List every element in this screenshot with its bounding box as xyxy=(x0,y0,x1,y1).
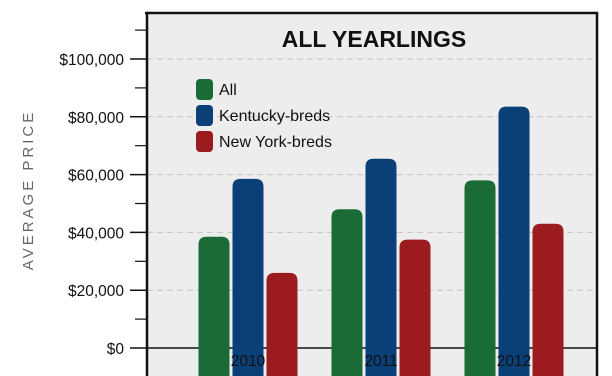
legend-swatch xyxy=(196,131,213,152)
legend-label: Kentucky-breds xyxy=(219,108,330,125)
y-tick-label: $40,000 xyxy=(68,225,124,242)
y-tick-label: $80,000 xyxy=(68,110,124,127)
x-axis-labels: 2010 2011 2012 xyxy=(231,353,531,370)
bar xyxy=(331,209,363,376)
y-tick-label: $60,000 xyxy=(68,168,124,185)
bar xyxy=(232,178,264,376)
bar xyxy=(198,236,230,376)
legend-swatch xyxy=(196,79,213,100)
x-tick-label: 2011 xyxy=(364,353,397,370)
bar xyxy=(365,158,397,376)
legend-swatch xyxy=(196,105,213,126)
bar xyxy=(399,239,431,376)
x-tick-label: 2010 xyxy=(231,353,266,370)
legend-label: New York-breds xyxy=(219,134,332,151)
legend: All Kentucky-breds New York-breds xyxy=(196,79,332,152)
chart-title: ALL YEARLINGS xyxy=(282,26,466,52)
bar xyxy=(464,180,496,376)
bar xyxy=(532,223,564,376)
y-tick-label: $0 xyxy=(107,341,125,358)
y-tick-label: $100,000 xyxy=(59,52,124,69)
bar xyxy=(266,272,298,376)
bar xyxy=(498,106,530,376)
legend-label: All xyxy=(219,82,237,99)
x-tick-label: 2012 xyxy=(497,353,531,370)
bars xyxy=(198,106,564,376)
y-tick-label: $20,000 xyxy=(68,283,124,300)
y-axis-label: AVERAGE PRICE xyxy=(20,110,37,270)
